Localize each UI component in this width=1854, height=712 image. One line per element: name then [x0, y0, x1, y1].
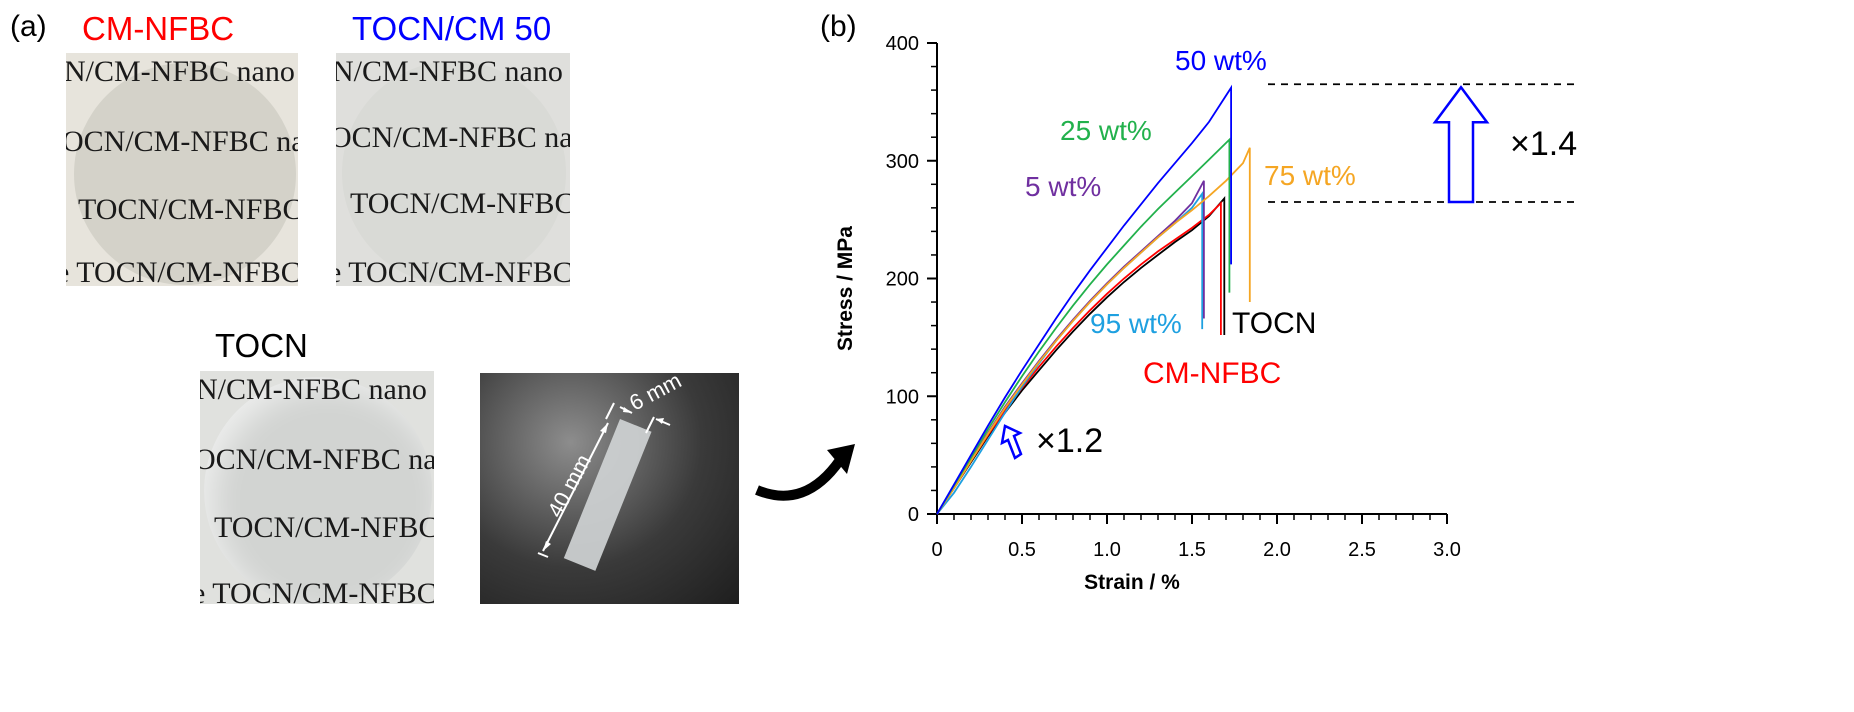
film-text-line: e TOCN/CM-NFBC: [336, 256, 570, 286]
film-text-line: OCN/CM-NFBC nano: [66, 125, 298, 158]
series-label-cm-nfbc: CM-NFBC: [1143, 357, 1281, 390]
series-label-5-wt-: 5 wt%: [1025, 171, 1101, 202]
series-line-95-wt-: [936, 190, 1204, 515]
small-increase-arrow-icon: [1000, 424, 1023, 460]
film-text-line: N/CM-NFBC nano c: [200, 373, 434, 406]
series-label-75-wt-: 75 wt%: [1264, 160, 1356, 191]
series-label-50-wt-: 50 wt%: [1175, 45, 1267, 76]
photo-title-cm-nfbc: CM-NFBC: [82, 10, 235, 47]
series-label-25-wt-: 25 wt%: [1060, 115, 1152, 146]
curved-arrow-icon: [755, 444, 855, 501]
film-text-line: TOCN/CM-NFBC n: [214, 511, 434, 544]
x-tick-label: 0: [931, 539, 942, 561]
photo-title-tocn: TOCN: [215, 327, 308, 364]
x-tick-label: 1.0: [1093, 539, 1121, 561]
film-text-line: OCN/CM-NFBC nano: [336, 121, 570, 154]
y-tick-label: 200: [886, 269, 919, 291]
x-tick-label: 2.5: [1348, 539, 1376, 561]
film-disc: [74, 63, 296, 285]
increase-arrow-icon: [1432, 85, 1490, 204]
film-text-line: OCN/CM-NFBC nano: [200, 443, 434, 476]
stress-strain-chart: 0 0.5 1.0 1.5 2.0 2.5 3.0 0 100 200 300 400 Strain /…: [834, 33, 1580, 594]
x-axis-label: Strain / %: [1084, 571, 1180, 594]
film-text-line: N/CM-NFBC nano c: [336, 55, 570, 88]
x-tick-label: 0.5: [1008, 539, 1036, 561]
film-disc: [204, 377, 432, 604]
film-text-line: TOCN/CM-NFBC n: [78, 193, 298, 226]
x-tick-label: 3.0: [1433, 539, 1461, 561]
film-photo-tocn-cm-50: N/CM-NFBC nano c OCN/CM-NFBC nano TOCN/C…: [336, 53, 570, 286]
film-text-line: N/CM-NFBC nano c: [66, 55, 298, 88]
y-tick-label: 400: [886, 33, 919, 55]
ratio-label-1-4: ×1.4: [1510, 125, 1577, 163]
ratio-label-1-2: ×1.2: [1036, 422, 1103, 460]
y-tick-label: 100: [886, 386, 919, 408]
y-axis-label: Stress / MPa: [834, 226, 857, 351]
series-line-50-wt-: [936, 84, 1232, 515]
panel-b-label: (b): [820, 10, 857, 43]
y-tick-label: 0: [908, 504, 919, 526]
film-text-line: TOCN/CM-NFBC n: [350, 187, 570, 220]
dimension-arrows: [537, 402, 671, 558]
photo-title-tocn-cm-50: TOCN/CM 50: [352, 10, 552, 47]
series-label-95-wt-: 95 wt%: [1090, 308, 1182, 339]
film-text-line: e TOCN/CM-NFBC: [200, 577, 434, 604]
series-line-5-wt-: [936, 180, 1205, 515]
series-label-tocn: TOCN: [1232, 307, 1316, 340]
film-photo-cm-nfbc: N/CM-NFBC nano c OCN/CM-NFBC nano TOCN/C…: [66, 53, 298, 286]
specimen-strip-photo: 6 mm 40 mm: [480, 373, 739, 604]
series-line-75-wt-: [936, 147, 1251, 515]
x-tick-label: 1.5: [1178, 539, 1206, 561]
film-photo-tocn: N/CM-NFBC nano c OCN/CM-NFBC nano TOCN/C…: [200, 371, 434, 604]
y-tick-label: 300: [886, 151, 919, 173]
panel-a-label: (a): [10, 10, 47, 43]
series-line-25-wt-: [936, 137, 1231, 515]
film-text-line: e TOCN/CM-NFBC: [66, 256, 298, 286]
x-tick-label: 2.0: [1263, 539, 1291, 561]
film-disc: [342, 61, 566, 285]
